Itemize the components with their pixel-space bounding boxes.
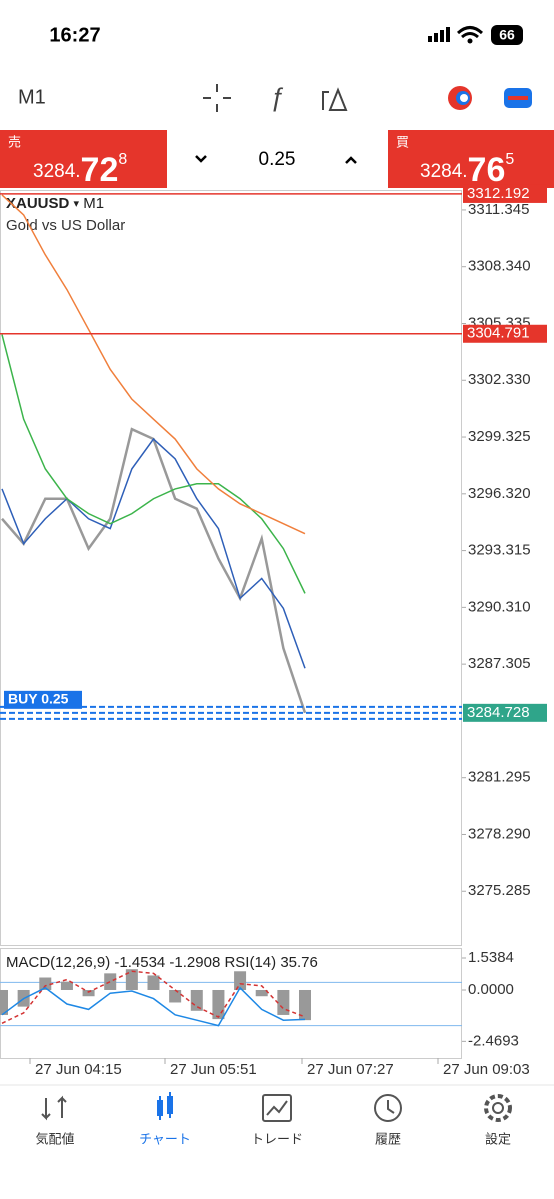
buy-button[interactable] (388, 130, 554, 188)
y-tick-label: 3278.290 (468, 825, 531, 842)
histogram-bar (60, 981, 73, 990)
order-label: BUY 0.25 (8, 691, 69, 707)
nav-label[interactable]: 設定 (485, 1131, 511, 1146)
price-part: 76 (468, 151, 506, 189)
y-tick-label: 0.0000 (468, 981, 514, 998)
x-tick-label: 27 Jun 07:27 (307, 1061, 394, 1078)
account-button[interactable] (448, 86, 472, 110)
price-part: 3284. (420, 161, 468, 182)
histogram-bar (104, 973, 117, 990)
signal-icon (428, 27, 450, 42)
price-part: 72 (81, 151, 119, 189)
macd-header: MACD(12,26,9) -1.4534 -1.2908 RSI(14) 35… (6, 954, 318, 971)
signal-value: -1.2908 (169, 954, 220, 971)
status-time: 16:27 (49, 24, 100, 46)
price-level-box (463, 184, 547, 203)
sell-price: 3284.728 (33, 151, 127, 189)
settings-icon[interactable] (492, 1102, 504, 1114)
series-line (1, 437, 306, 669)
history-icon-hands (387, 1100, 395, 1114)
settings-icon-gear (484, 1094, 512, 1122)
lot-size[interactable]: 0.25 (259, 149, 296, 170)
symbol-arrow: ▾ (74, 198, 80, 210)
sell-button[interactable] (0, 130, 167, 188)
series-line (1, 334, 306, 594)
timeframe-button[interactable]: M1 (18, 86, 46, 108)
macd-title: MACD(12,26,9) (6, 954, 110, 971)
price-level-box (463, 703, 547, 722)
y-tick-label: 3296.320 (468, 485, 531, 502)
bottom-nav (0, 1085, 554, 1199)
y-tick-label: 3299.325 (468, 428, 531, 445)
battery (491, 25, 523, 45)
price-part: 8 (118, 151, 127, 168)
y-tick-label: 3290.310 (468, 598, 531, 615)
histogram-bar (277, 989, 290, 1015)
nav-label[interactable]: 気配値 (35, 1131, 74, 1146)
quotes-icon[interactable] (41, 1095, 67, 1121)
battery-level: 66 (499, 27, 515, 43)
symbol: XAUUSD ▾ M1 (6, 195, 104, 212)
symbol-description: Gold vs US Dollar (6, 217, 125, 234)
buy-price: 3284.765 (420, 151, 514, 189)
wifi-icon (456, 26, 484, 39)
indicator-line (1, 970, 306, 1024)
histogram-bar (147, 975, 160, 990)
y-tick-label: 3293.315 (468, 542, 531, 559)
lot-increase[interactable] (345, 156, 357, 164)
histogram-bar (169, 989, 182, 1003)
histogram-bar (0, 989, 8, 1015)
y-tick-label: 3308.340 (468, 258, 531, 275)
trade-icon-line (266, 1100, 288, 1116)
indicator-line (1, 986, 306, 1027)
nav-label[interactable]: トレード (251, 1131, 303, 1146)
histogram-bar (125, 969, 138, 990)
nav-label[interactable]: 履歴 (375, 1131, 401, 1146)
price-level-label: 3284.728 (467, 704, 530, 721)
history-icon[interactable] (374, 1094, 402, 1122)
y-tick-label: 1.5384 (468, 949, 514, 966)
series-line (1, 194, 306, 535)
histogram-bar (82, 989, 95, 997)
objects-button[interactable] (322, 87, 348, 111)
symbol-name: XAUUSD (6, 195, 70, 212)
histogram-bar (255, 989, 268, 997)
rsi-value: 35.76 (280, 954, 318, 971)
y-tick-label: 3311.345 (468, 201, 529, 218)
y-tick-label: 3287.305 (468, 655, 531, 672)
trade-button[interactable] (504, 88, 532, 108)
price-level-label: 3312.192 (467, 185, 530, 202)
price-level-label: 3304.791 (467, 325, 530, 342)
crosshair-button[interactable] (203, 84, 231, 112)
y-tick-label: -2.4693 (468, 1032, 519, 1049)
indicator-button[interactable]: ƒ (270, 82, 284, 112)
sell-label: 売 (8, 134, 21, 149)
chart-frame (0, 190, 462, 946)
x-tick-label: 27 Jun 05:51 (170, 1061, 257, 1078)
price-part: 3284. (33, 161, 81, 182)
order-box (4, 690, 82, 709)
price-level-box (463, 324, 547, 343)
nav-label[interactable]: チャート (139, 1131, 191, 1146)
rsi-title: RSI(14) (224, 954, 276, 971)
histogram-bar (190, 989, 203, 1011)
histogram-bar (234, 971, 247, 990)
histogram-bar (39, 977, 52, 990)
price-part: 5 (505, 151, 514, 168)
lot-decrease[interactable] (195, 155, 207, 163)
histogram-bar (212, 989, 225, 1020)
chart-icon[interactable] (157, 1092, 173, 1120)
trade-icon[interactable] (262, 1094, 292, 1122)
x-tick-label: 27 Jun 09:03 (443, 1061, 530, 1078)
y-tick-label: 3281.295 (468, 769, 531, 786)
histogram-bar (299, 989, 311, 1021)
y-tick-label: 3275.285 (468, 882, 531, 899)
buy-label: 買 (396, 134, 409, 149)
x-tick-label: 27 Jun 04:15 (35, 1061, 122, 1078)
macd-value: -1.4534 (114, 954, 165, 971)
symbol-timeframe: M1 (83, 195, 104, 212)
y-tick-label: 3302.330 (468, 371, 531, 388)
